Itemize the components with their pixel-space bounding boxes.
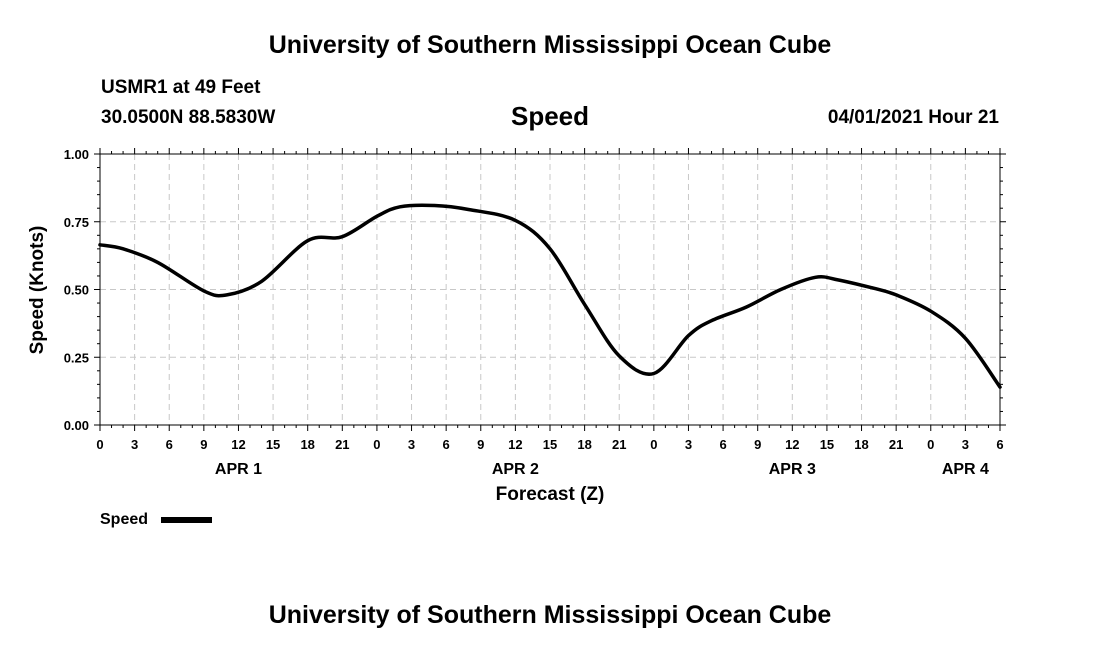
speed-data-point — [779, 288, 783, 292]
speed-data-point — [306, 239, 310, 243]
speed-data-point — [467, 208, 471, 212]
speed-data-point — [963, 336, 967, 340]
speed-data-point — [744, 305, 748, 309]
y-tick-label: 0.50 — [64, 283, 89, 298]
speed-data-point — [375, 214, 379, 218]
x-tick-label: 6 — [166, 437, 173, 452]
speed-data-point — [871, 286, 875, 290]
x-tick-labels: 0 3 6 9 12 15 18 21 0 3 6 9 12 15 18 21 0 3 6 9 12 15 18 21 0 3 6 — [96, 437, 1003, 452]
date-label: APR 4 — [942, 461, 989, 478]
speed-data-point — [998, 385, 1002, 389]
speed-data-point — [929, 309, 933, 313]
x-tick-label: 15 — [820, 437, 834, 452]
date-labels: APR 1 APR 2 APR 3 APR 4 — [215, 461, 989, 478]
speed-data-point — [98, 243, 102, 247]
x-tick-label: 12 — [231, 437, 245, 452]
x-tick-label: 9 — [477, 437, 484, 452]
speed-data-point — [225, 293, 229, 297]
speed-data-point — [548, 247, 552, 251]
x-tick-label: 21 — [612, 437, 626, 452]
axis-ticks — [94, 148, 1006, 431]
speed-data-point — [813, 275, 817, 279]
speed-data-point — [340, 235, 344, 239]
x-tick-label: 6 — [996, 437, 1003, 452]
speed-data-point — [202, 289, 206, 293]
x-tick-label: 12 — [508, 437, 522, 452]
x-tick-label: 18 — [854, 437, 868, 452]
y-tick-label: 0.25 — [64, 350, 89, 365]
speed-data-point — [121, 247, 125, 251]
speed-data-point — [513, 218, 517, 222]
speed-data-point — [617, 354, 621, 358]
x-tick-label: 18 — [577, 437, 591, 452]
x-tick-label: 9 — [754, 437, 761, 452]
x-tick-label: 12 — [785, 437, 799, 452]
x-tick-label: 0 — [96, 437, 103, 452]
x-tick-label: 3 — [131, 437, 138, 452]
y-axis-title: Speed (Knots) — [27, 226, 48, 355]
grid-lines — [100, 154, 1000, 425]
x-tick-label: 3 — [962, 437, 969, 452]
x-tick-label: 21 — [889, 437, 903, 452]
y-tick-label: 0.00 — [64, 418, 89, 433]
legend-swatch — [161, 517, 212, 523]
speed-data-point — [652, 372, 656, 376]
station-label: USMR1 at 49 Feet — [101, 77, 261, 98]
x-tick-label: 0 — [927, 437, 934, 452]
chart-heading: Speed — [510, 101, 590, 131]
speed-data-point — [836, 278, 840, 282]
page-title-top: University of Southern Mississippi Ocean… — [268, 31, 832, 59]
x-tick-label: 9 — [200, 437, 207, 452]
y-tick-label: 0.75 — [64, 215, 89, 230]
speed-data-point — [710, 319, 714, 323]
x-tick-label: 15 — [543, 437, 557, 452]
speed-data-point — [583, 302, 587, 306]
speed-series-line — [98, 203, 1002, 389]
date-label: APR 2 — [492, 461, 539, 478]
x-tick-label: 3 — [408, 437, 415, 452]
issued-time: 04/01/2021 Hour 21 — [827, 107, 999, 128]
x-tick-label: 3 — [685, 437, 692, 452]
speed-data-point — [894, 293, 898, 297]
coordinates-label: 30.0500N 88.5830W — [101, 107, 276, 128]
date-label: APR 3 — [769, 461, 816, 478]
page-title-bottom: University of Southern Mississippi Ocean… — [268, 601, 832, 629]
y-tick-labels: 0.00 0.25 0.50 0.75 1.00 — [64, 147, 89, 433]
x-tick-label: 6 — [719, 437, 726, 452]
x-tick-label: 6 — [443, 437, 450, 452]
x-tick-label: 0 — [650, 437, 657, 452]
y-tick-label: 1.00 — [64, 147, 89, 162]
x-axis-title: Forecast (Z) — [496, 484, 605, 505]
x-tick-label: 18 — [300, 437, 314, 452]
speed-data-point — [686, 334, 690, 338]
x-tick-label: 0 — [373, 437, 380, 452]
speed-data-point — [433, 203, 437, 207]
speed-data-point — [156, 260, 160, 264]
legend-label: Speed — [100, 511, 148, 528]
x-tick-label: 15 — [266, 437, 280, 452]
date-label: APR 1 — [215, 461, 262, 478]
speed-data-point — [398, 205, 402, 209]
x-tick-label: 21 — [335, 437, 349, 452]
speed-data-point — [260, 279, 264, 283]
